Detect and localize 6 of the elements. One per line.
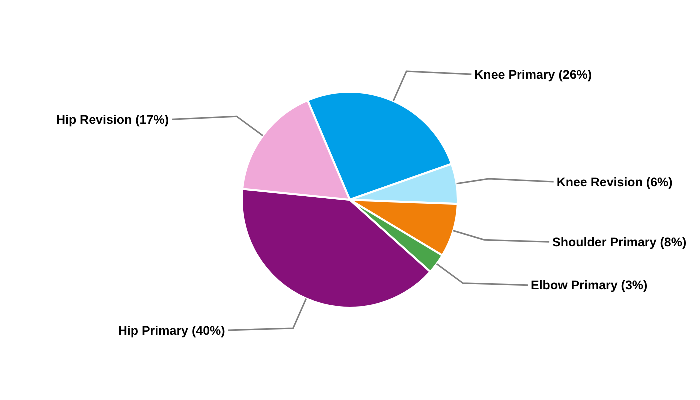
slice-label: Hip Revision (17%): [56, 113, 169, 128]
slice-label: Hip Primary (40%): [118, 324, 226, 338]
slice-label: Knee Revision (6%): [556, 175, 673, 190]
slice-label: Knee Primary (26%): [474, 68, 592, 82]
slice-label: Shoulder Primary (8%): [552, 235, 687, 250]
slice-label: Elbow Primary (3%): [531, 278, 648, 293]
